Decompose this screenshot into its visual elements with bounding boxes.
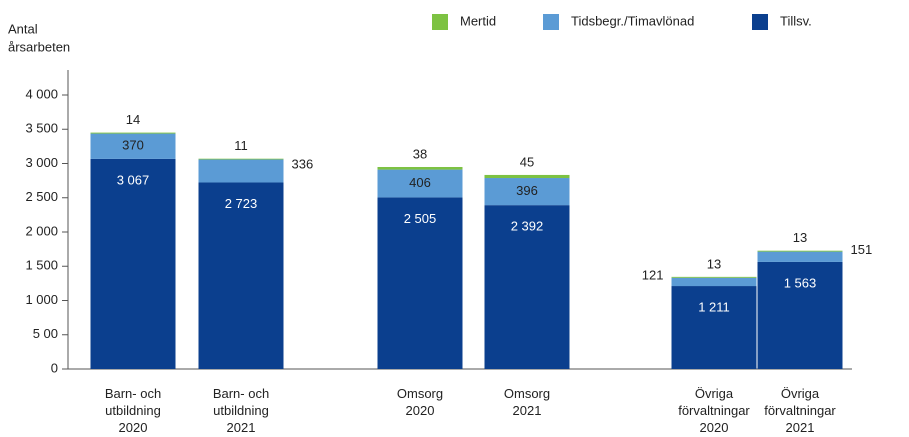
y-label: årsarbeten [8,39,70,54]
x-tick-label: Barn- och utbildning 2020 [105,386,161,435]
bar-segment [377,169,463,198]
value-label: 38 [413,146,427,161]
x-tick-label: Barn- och utbildning 2021 [213,386,269,435]
y-tick-label: 3 500 [25,121,58,136]
y-tick-label: 0 [51,360,58,375]
value-label: 11 [234,138,248,153]
value-label: 3 067 [117,172,150,187]
value-label: 370 [122,138,144,153]
y-tick-label: 5 00 [33,326,58,341]
x-tick-line: Övriga [695,386,734,401]
bar-segment [198,158,284,160]
x-tick-line: 2021 [786,420,815,435]
x-tick-label: Omsorg 2021 [504,386,550,418]
x-tick-line: 2021 [513,403,542,418]
value-label: 1 563 [784,275,817,290]
x-tick-line: Barn- och [105,386,161,401]
x-tick-line: Omsorg [504,386,550,401]
bar-segment [377,166,463,170]
bar-segment [671,276,757,278]
legend-label: Tidsbegr./Timavlönad [571,13,694,28]
bar-segment [198,159,284,183]
bar-segment [671,286,757,369]
y-tick-label: 1 500 [25,258,58,273]
bar-segment [484,174,570,179]
bar-segment [757,251,843,262]
x-tick-line: 2021 [227,420,256,435]
value-label: 2 723 [225,196,258,211]
value-label: 2 392 [511,219,544,234]
x-tick-line: 2020 [406,403,435,418]
bar-segment [198,182,284,369]
legend-swatch [543,14,559,30]
value-label: 13 [793,230,807,245]
value-label: 45 [520,154,534,169]
value-label: 13 [707,256,721,271]
y-tick-label: 2 000 [25,223,58,238]
x-tick-line: utbildning [213,403,269,418]
y-tick-label: 4 000 [25,86,58,101]
value-label: 14 [126,112,140,127]
y-tick-label: 2 500 [25,189,58,204]
x-tick-line: förvaltningar [678,403,750,418]
y-tick-label: 3 000 [25,155,58,170]
value-label: 336 [292,156,314,171]
x-tick-label: Omsorg 2020 [397,386,443,418]
x-tick-line: Övriga [781,386,820,401]
bar-segment [90,133,176,159]
bar-segment [757,250,843,252]
x-tick-line: förvaltningar [764,403,836,418]
x-tick-line: 2020 [119,420,148,435]
y-label: Antal [8,21,38,36]
x-tick-line: utbildning [105,403,161,418]
legend-label: Mertid [460,13,496,28]
legend-label: Tillsv. [780,13,812,28]
legend-swatch [752,14,768,30]
bar-segment [90,132,176,134]
value-label: 151 [851,242,873,257]
y-tick-label: 1 000 [25,292,58,307]
value-label: 1 211 [698,299,730,314]
value-label: 406 [409,175,431,190]
bar-segment [484,178,570,206]
bar-segment [757,261,843,369]
bar-segment [377,197,463,369]
x-tick-line: Barn- och [213,386,269,401]
value-label: 2 505 [404,211,437,226]
value-label: 396 [516,183,538,198]
x-tick-label: Övriga förvaltningar 2021 [764,386,836,435]
x-tick-label: Övriga förvaltningar 2020 [678,386,750,435]
bar-segment [90,158,176,369]
legend-swatch [432,14,448,30]
x-tick-line: Omsorg [397,386,443,401]
value-label: 121 [642,267,664,282]
bar-segment [671,277,757,287]
x-tick-line: 2020 [700,420,729,435]
bar-segment [484,205,570,369]
